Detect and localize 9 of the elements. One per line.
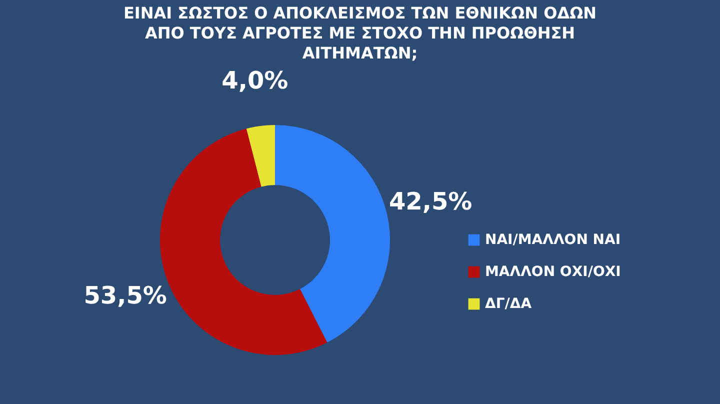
chart-title: ΕΙΝΑΙ ΣΩΣΤΟΣ Ο ΑΠΟΚΛΕΙΣΜΟΣ ΤΩΝ ΕΘΝΙΚΩΝ ΟΔΩΝ ΑΠΟ ΤΟΥΣ ΑΓΡΟΤΕΣ ΜΕ ΣΤΟΧΟ ΤΗΝ ΠΡΟΩΘΗΣΗ ΑΙΤΗΜΑΤΩΝ; (123, 3, 597, 62)
donut-slice (246, 125, 275, 187)
legend-label: ΔΓ/ΔΑ (485, 296, 532, 312)
legend-label: ΝΑΙ/ΜΑΛΛΟΝ ΝΑΙ (485, 232, 621, 248)
data-label: 42,5% (388, 188, 472, 216)
donut-slice (275, 125, 390, 342)
legend-label: ΜΑΛΛΟΝ ΟΧΙ/ΟΧΙ (485, 264, 621, 280)
data-label: 53,5% (84, 282, 167, 310)
data-label: 4,0% (222, 66, 288, 94)
